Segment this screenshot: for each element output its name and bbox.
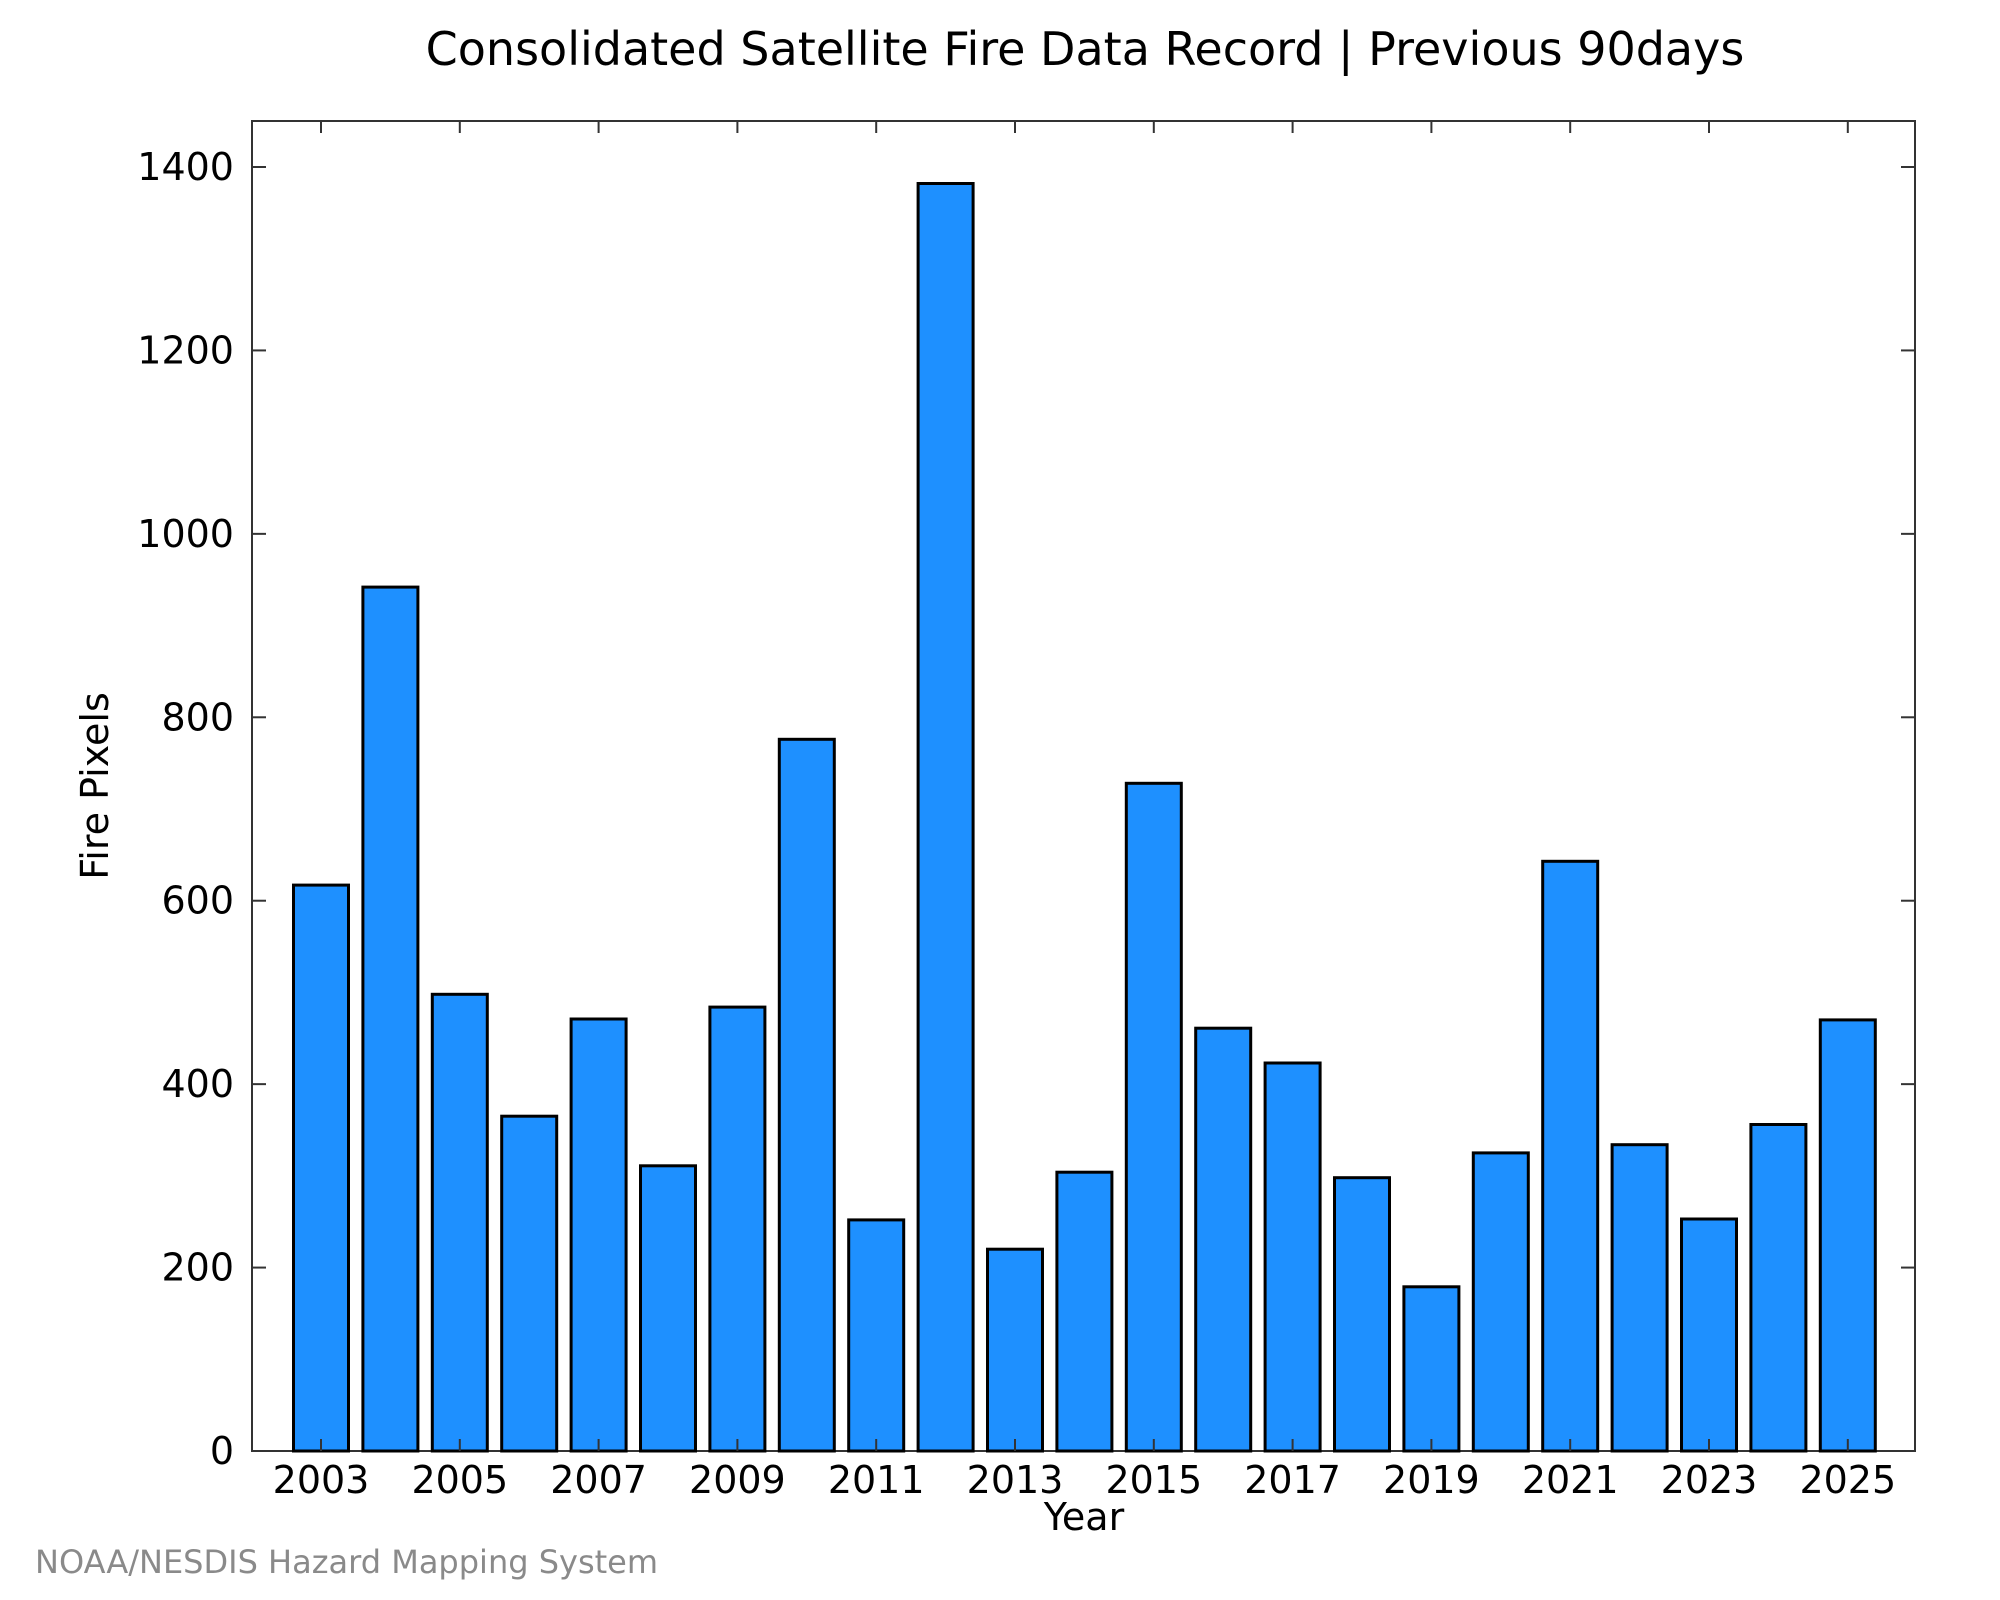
bar-2009 — [708, 1005, 767, 1453]
bar-2017 — [1263, 1061, 1322, 1453]
bar-2020 — [1471, 1151, 1530, 1453]
x-tick-label-2003: 2003 — [273, 1458, 370, 1502]
bar-2004 — [361, 585, 420, 1453]
x-tick-label-2009: 2009 — [689, 1458, 786, 1502]
bar-2010 — [777, 737, 836, 1453]
bar-2019 — [1402, 1285, 1461, 1453]
bar-2025 — [1818, 1018, 1877, 1453]
bars-group — [292, 182, 1877, 1453]
bar-2014 — [1055, 1170, 1114, 1453]
y-tick-label-1400: 1400 — [137, 145, 234, 189]
x-tick-label-2015: 2015 — [1105, 1458, 1202, 1502]
x-axis: 2003 2005 2007 2009 2011 2013 2015 2017 2019 2021… — [273, 121, 1896, 1502]
x-tick-label-2023: 2023 — [1661, 1458, 1758, 1502]
credit-text: NOAA/NESDIS Hazard Mapping System — [35, 1543, 658, 1581]
y-tick-label-200: 200 — [161, 1246, 234, 1290]
y-tick-label-800: 800 — [161, 695, 234, 739]
x-tick-label-2017: 2017 — [1244, 1458, 1341, 1502]
y-tick-label-0: 0 — [210, 1429, 234, 1473]
y-tick-label-600: 600 — [161, 879, 234, 923]
bar-2012 — [916, 182, 975, 1453]
y-axis-label: Fire Pixels — [73, 692, 117, 880]
bar-2021 — [1541, 859, 1600, 1453]
bar-2024 — [1749, 1123, 1808, 1453]
y-axis: 0 200 400 600 800 1000 1200 1400 — [137, 145, 1915, 1473]
bar-2018 — [1333, 1176, 1391, 1453]
x-tick-label-2013: 2013 — [967, 1458, 1064, 1502]
bar-2023 — [1680, 1217, 1738, 1453]
bar-2007 — [569, 1017, 628, 1453]
y-tick-label-1200: 1200 — [137, 328, 234, 372]
bar-2015 — [1124, 781, 1183, 1453]
chart-title: Consolidated Satellite Fire Data Record … — [426, 22, 1745, 77]
bar-2011 — [847, 1218, 906, 1453]
x-axis-label: Year — [1043, 1495, 1125, 1539]
x-tick-label-2011: 2011 — [828, 1458, 925, 1502]
bar-2005 — [430, 992, 489, 1453]
bar-2013 — [986, 1247, 1044, 1453]
x-tick-label-2025: 2025 — [1799, 1458, 1896, 1502]
x-tick-label-2019: 2019 — [1383, 1458, 1480, 1502]
x-tick-label-2007: 2007 — [550, 1458, 647, 1502]
bar-2003 — [292, 883, 350, 1453]
bar-2016 — [1194, 1026, 1253, 1453]
bar-2008 — [639, 1164, 697, 1453]
bar-2022 — [1610, 1143, 1669, 1453]
x-tick-label-2005: 2005 — [411, 1458, 508, 1502]
bar-2006 — [500, 1114, 559, 1453]
y-tick-label-400: 400 — [161, 1062, 234, 1106]
y-tick-label-1000: 1000 — [137, 512, 234, 556]
x-tick-label-2021: 2021 — [1522, 1458, 1619, 1502]
